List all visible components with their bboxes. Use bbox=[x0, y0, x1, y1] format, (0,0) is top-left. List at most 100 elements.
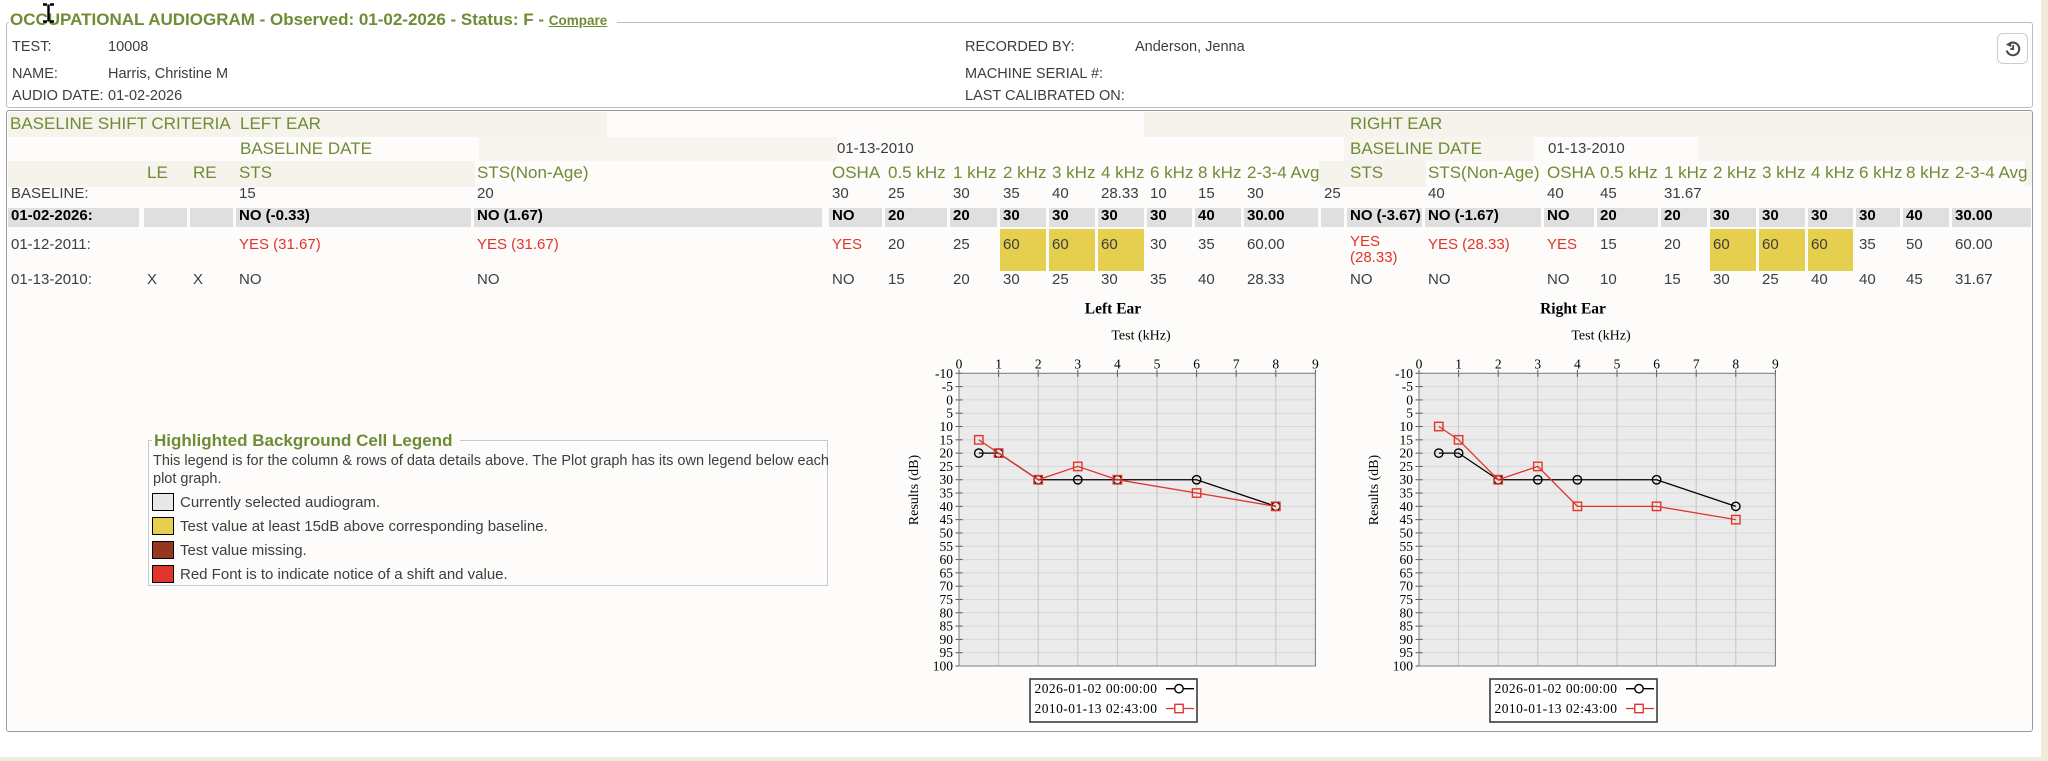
y-tick-label: 25 bbox=[940, 459, 954, 474]
column-header-f05: 0.5 kHz bbox=[888, 163, 946, 182]
table-cell-f4: 60 bbox=[1098, 228, 1144, 271]
series-marker-square bbox=[993, 448, 1004, 459]
table-cell-sts: 15 bbox=[239, 184, 256, 202]
x-tick-label: 1 bbox=[1455, 357, 1462, 372]
x-tick-label: 0 bbox=[1416, 357, 1423, 372]
series-marker-circle bbox=[1453, 448, 1464, 459]
table-cell-rf1: 31.67 bbox=[1664, 184, 1702, 202]
series-marker-square bbox=[1191, 488, 1202, 498]
column-header-rf05: 0.5 kHz bbox=[1600, 163, 1658, 182]
column-header-re: RE bbox=[193, 163, 217, 182]
chart-legend-box bbox=[1029, 678, 1198, 723]
x-tick-label: 2 bbox=[1035, 357, 1042, 372]
header-field-label: TEST: bbox=[12, 39, 52, 55]
y-tick-label: 80 bbox=[940, 605, 954, 620]
series-marker-square bbox=[1033, 474, 1044, 485]
right-ear-chart: Right Ear Test (kHz) Results (dB) 0 1 2 3 4 5 6 7 8… bbox=[1340, 290, 1800, 755]
table-cell-f3: 25 bbox=[1052, 270, 1069, 288]
table-cell-f4: 28.33 bbox=[1101, 184, 1139, 202]
page-title: OCCUPATIONAL AUDIOGRAM - Observed: 01-02… bbox=[9, 10, 618, 30]
baseline-date-label: BASELINE DATE bbox=[240, 139, 372, 158]
table-cell-rf6: 35 bbox=[1859, 235, 1876, 253]
table-section-title: BASELINE SHIFT CRITERIA bbox=[10, 114, 231, 133]
x-tick-label: 1 bbox=[995, 357, 1002, 372]
series-line bbox=[1438, 425, 1736, 521]
x-tick-label: 7 bbox=[1233, 357, 1240, 372]
y-tick-label: 75 bbox=[1400, 592, 1414, 607]
series-marker-square bbox=[973, 434, 984, 445]
table-cell-rsts: YES (28.33) bbox=[1350, 232, 1398, 266]
table-band-column-headers-mid bbox=[1319, 161, 1426, 187]
table-cell-label: BASELINE: bbox=[11, 184, 89, 202]
table-cell-stsna: 20 bbox=[477, 184, 494, 202]
x-tick-label: 6 bbox=[1193, 357, 1200, 372]
header-field-value: Anderson, Jenna bbox=[1135, 39, 1245, 55]
table-cell-sts: YES (31.67) bbox=[239, 235, 321, 253]
table-cell-f3: 60 bbox=[1049, 228, 1095, 271]
table-cell-rf2: 30 bbox=[1710, 207, 1756, 227]
y-tick-label: 20 bbox=[1400, 446, 1414, 461]
y-tick-label: 25 bbox=[1400, 459, 1414, 474]
chart-xlabel: Test (kHz) bbox=[1111, 329, 1171, 344]
y-tick-label: 30 bbox=[1400, 472, 1414, 487]
y-tick-label: 15 bbox=[940, 432, 954, 447]
header-field-label: MACHINE SERIAL #: bbox=[965, 65, 1104, 82]
x-tick-label: 0 bbox=[956, 357, 963, 372]
series-marker-square bbox=[1433, 421, 1444, 432]
cell-legend-title: Highlighted Background Cell Legend bbox=[152, 431, 461, 451]
x-tick-label: 8 bbox=[1272, 357, 1279, 372]
column-header-rf2: 2 kHz bbox=[1713, 163, 1757, 182]
table-cell-rf6: 30 bbox=[1856, 207, 1900, 227]
table-cell-f05: 20 bbox=[885, 207, 947, 227]
column-header-f1: 1 kHz bbox=[953, 163, 997, 182]
y-tick-label: 5 bbox=[1406, 406, 1413, 421]
y-tick-label: 55 bbox=[1400, 539, 1414, 554]
series-marker-circle bbox=[973, 448, 984, 459]
table-band-column-headers-right bbox=[2025, 161, 2032, 187]
y-tick-label: 70 bbox=[940, 579, 954, 594]
column-header-rstsna: STS(Non-Age) bbox=[1428, 163, 1540, 182]
column-header-rf8: 8 kHz bbox=[1906, 163, 1950, 182]
series-marker-circle bbox=[1433, 448, 1444, 459]
audiogram-header-box bbox=[6, 22, 2033, 108]
table-cell-avg: 30 bbox=[1247, 184, 1264, 202]
table-cell-sts: NO bbox=[239, 270, 262, 288]
y-tick-label: 60 bbox=[940, 552, 954, 567]
header-field-value: 01-02-2026 bbox=[108, 88, 183, 104]
series-marker-circle bbox=[1730, 501, 1741, 512]
table-cell-rf1: 20 bbox=[1661, 207, 1707, 227]
column-header-le: LE bbox=[147, 163, 168, 182]
table-cell-f6: 30 bbox=[1150, 235, 1167, 253]
y-tick-label: 0 bbox=[946, 392, 953, 407]
y-tick-label: 70 bbox=[1400, 579, 1414, 594]
chart-title: Left Ear bbox=[1085, 301, 1142, 318]
series-marker-circle bbox=[1572, 474, 1583, 485]
column-header-rsts: STS bbox=[1350, 163, 1384, 182]
table-cell-f1: 30 bbox=[953, 184, 970, 202]
x-tick-label: 3 bbox=[1534, 357, 1541, 372]
y-tick-label: 95 bbox=[940, 645, 954, 660]
compare-link[interactable]: Compare bbox=[548, 13, 608, 28]
table-cell-rf6: 40 bbox=[1859, 270, 1876, 288]
chart-legend-label: 2010-01-13 02:43:00 bbox=[1495, 701, 1618, 716]
history-button[interactable] bbox=[1997, 33, 2028, 64]
column-header-rf4: 4 kHz bbox=[1811, 163, 1855, 182]
left-ear-chart: Left Ear Test (kHz) Results (dB) 0 1 2 3 4 5 6 7 8 9… bbox=[880, 290, 1340, 755]
table-cell-f8: 15 bbox=[1198, 184, 1215, 202]
column-header-avg: 2-3-4 Avg bbox=[1247, 163, 1320, 182]
table-cell-rf05: 10 bbox=[1600, 270, 1617, 288]
table-cell-rf1: 20 bbox=[1664, 235, 1681, 253]
y-tick-label: 0 bbox=[1406, 392, 1413, 407]
table-cell-re: X bbox=[193, 270, 204, 288]
y-tick-label: 20 bbox=[940, 446, 954, 461]
column-header-f8: 8 kHz bbox=[1198, 163, 1242, 182]
table-cell-rstsna: NO (-1.67) bbox=[1425, 207, 1541, 227]
y-tick-label: -5 bbox=[942, 379, 953, 394]
series-marker-square bbox=[1493, 474, 1504, 485]
table-cell-rf3: 25 bbox=[1762, 270, 1779, 288]
header-field-label: RECORDED BY: bbox=[965, 39, 1075, 55]
table-cell-f6: 35 bbox=[1150, 270, 1167, 288]
table-cell-label: 01-13-2010: bbox=[11, 270, 92, 288]
